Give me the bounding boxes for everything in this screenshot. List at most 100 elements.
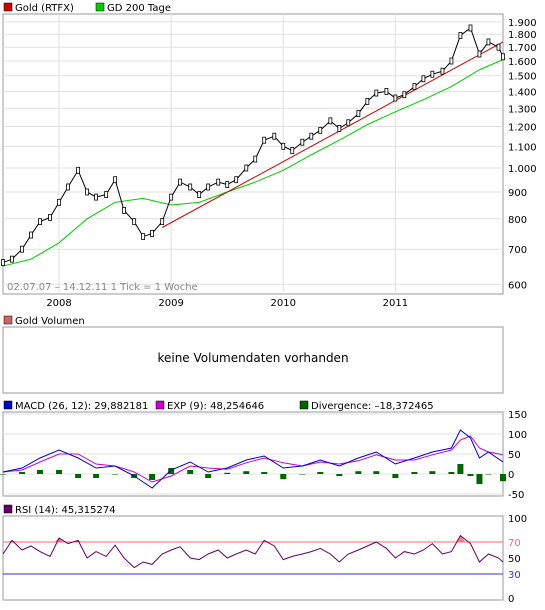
- rsi-panel: RSI (14): 45,315274 100 70 50 30 0: [2, 504, 527, 605]
- divergence-bar: [299, 474, 306, 475]
- price-y-tick-label: 1.300: [508, 104, 537, 115]
- gold-price-point: [225, 181, 230, 188]
- divergence-bar: [485, 474, 492, 475]
- divergence-bar: [243, 471, 250, 474]
- rsi-y-tick-label: 0: [508, 594, 514, 605]
- gold-price-point: [57, 198, 61, 206]
- gold-price-point: [253, 155, 258, 163]
- rsi-y-tick-labels: 100 70 50 30 0: [508, 514, 527, 605]
- rsi-plot-frame: [2, 515, 504, 601]
- gold-price-point: [169, 193, 174, 201]
- macd-y-tick-labels: 150 100 50 0 -50: [508, 410, 527, 501]
- macd-y-tick-label: 50: [508, 450, 521, 461]
- divergence-bar: [476, 474, 483, 484]
- rsi-y-tick-label: 50: [508, 554, 521, 565]
- price-legend-gd200-label: GD 200 Tage: [107, 3, 171, 14]
- gold-price-point: [365, 97, 370, 105]
- macd-y-tick-label: 0: [508, 470, 514, 481]
- price-y-tick-label: 1.000: [508, 164, 537, 175]
- divergence-bar: [75, 474, 82, 478]
- gold-price-point: [477, 50, 482, 58]
- gold-price-point: [468, 24, 473, 32]
- price-panel: Gold (RTFX) GD 200 Tage 1.9001.8001.7001…: [1, 2, 537, 309]
- gold-price-point: [244, 164, 249, 172]
- divergence-bar: [355, 471, 362, 474]
- exp-legend-label: EXP (9): 48,254646: [167, 401, 264, 412]
- gold-price-point: [486, 38, 491, 46]
- gold-price-point: [132, 218, 137, 226]
- price-legend-gd200-swatch: [95, 2, 105, 12]
- gold-price-point: [290, 147, 295, 154]
- rsi-legend-swatch: [3, 504, 13, 514]
- gold-price-point: [496, 43, 501, 51]
- divergence-bar: [500, 474, 506, 482]
- gold-price-point: [337, 125, 342, 132]
- divergence-bar: [261, 472, 268, 474]
- volume-plot-frame: [2, 326, 504, 394]
- divergence-bar: [56, 470, 63, 474]
- gold-price-point: [178, 178, 183, 186]
- gold-price-point: [374, 89, 379, 97]
- divergence-legend-label: Divergence: –18,372465: [311, 401, 434, 412]
- gold-price-point: [458, 32, 463, 39]
- gold-price-point: [113, 176, 118, 184]
- price-y-tick-label: 1.900: [508, 18, 537, 29]
- price-y-tick-label: 1.500: [508, 72, 537, 83]
- gold-price-point: [1, 259, 5, 266]
- volume-panel: Gold Volumen keine Volumendaten vorhande…: [2, 315, 504, 394]
- divergence-bar: [0, 474, 6, 475]
- macd-y-tick-label: 100: [508, 430, 527, 441]
- gold-price-point: [309, 132, 314, 140]
- trendline: [161, 41, 504, 228]
- gold-price-point: [48, 213, 52, 221]
- gold-price-point: [29, 231, 33, 239]
- divergence-bar: [336, 474, 343, 476]
- price-y-tick-label: 1.800: [508, 30, 537, 41]
- divergence-bar: [224, 472, 231, 474]
- divergence-legend-swatch: [299, 400, 309, 410]
- price-y-tick-label: 1.200: [508, 123, 537, 134]
- gold-price-point: [356, 110, 361, 118]
- volume-legend-label: Gold Volumen: [15, 316, 85, 327]
- price-legend-gold-label: Gold (RTFX): [15, 3, 74, 14]
- divergence-bar: [149, 474, 156, 480]
- divergence-bar: [448, 472, 455, 474]
- gold-price-point: [94, 193, 98, 201]
- gold-price-point: [300, 138, 305, 146]
- price-y-tick-label: 1.100: [508, 142, 537, 153]
- gold-price-point: [122, 207, 126, 214]
- divergence-bar: [411, 472, 418, 474]
- macd-y-tick-label: -50: [508, 490, 524, 501]
- gold-price-point: [272, 132, 277, 140]
- gold-price-point: [281, 142, 286, 150]
- gold-price-point: [141, 233, 146, 240]
- gold-price-point: [421, 75, 426, 83]
- divergence-bar: [187, 470, 194, 474]
- gold-price-point: [318, 126, 323, 134]
- rsi-y-tick-label: 30: [508, 570, 521, 581]
- gold-price-point: [402, 91, 407, 99]
- gold-price-point: [104, 191, 109, 198]
- gold-price-point: [85, 188, 89, 196]
- gold-price-point: [66, 183, 70, 191]
- price-y-tick-label: 900: [508, 188, 527, 199]
- gold-price-point: [440, 67, 445, 75]
- rsi-y-tick-label: 100: [508, 514, 527, 525]
- divergence-bar: [168, 468, 175, 474]
- divergence-bar: [467, 474, 474, 476]
- gold-price-point: [501, 53, 505, 61]
- gold-price-point: [216, 178, 221, 186]
- price-x-tick-label: 2008: [46, 298, 71, 309]
- divergence-bar: [280, 474, 287, 480]
- gold-price-point: [38, 218, 42, 226]
- gold-price-point: [10, 255, 14, 263]
- exp-line: [2, 435, 504, 483]
- divergence-bar: [429, 471, 436, 474]
- price-x-tick-label: 2011: [383, 298, 408, 309]
- macd-legend-label: MACD (26, 12): 29,882181: [15, 401, 148, 412]
- rsi-legend-label: RSI (14): 45,315274: [15, 505, 116, 516]
- rsi-series-marks: [2, 534, 504, 569]
- gold-price-point: [346, 119, 351, 127]
